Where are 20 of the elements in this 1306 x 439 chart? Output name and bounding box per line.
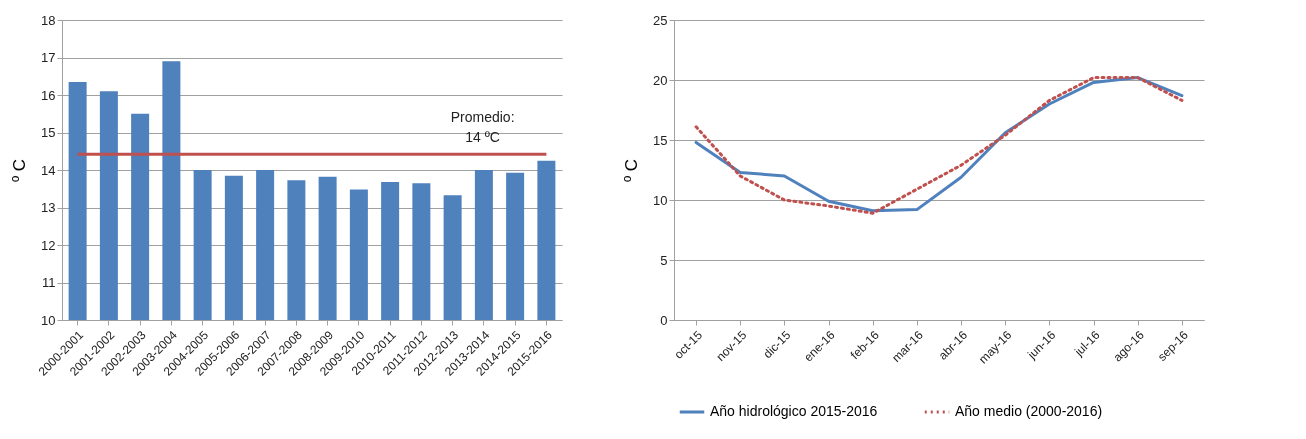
y-tick-label: 15 (653, 132, 668, 148)
legend-label: Año hidrológico 2015-2016 (710, 403, 878, 419)
y-tick-label: 20 (653, 72, 668, 88)
y-tick-label: 12 (41, 237, 56, 253)
y-tick-label: 14 (41, 162, 56, 178)
y-tick-label: 15 (41, 125, 56, 140)
y-tick-label: 10 (41, 312, 56, 328)
y-axis-title: º C (622, 158, 642, 183)
y-tick-label: 25 (653, 12, 668, 28)
y-tick-label: 13 (41, 200, 56, 215)
y-tick-label: 11 (42, 275, 56, 290)
ref-line-label: Promedio: 14 ºC (450, 109, 515, 146)
legend-label: Año medio (2000-2016) (955, 403, 1103, 419)
y-tick-label: 10 (653, 192, 668, 208)
y-tick-label: 17 (41, 50, 56, 65)
y-tick-label: 0 (660, 312, 668, 328)
y-tick-label: 16 (41, 87, 56, 103)
y-tick-label: 18 (41, 12, 56, 28)
y-axis-title: º C (10, 158, 30, 183)
y-tick-label: 5 (660, 252, 668, 268)
